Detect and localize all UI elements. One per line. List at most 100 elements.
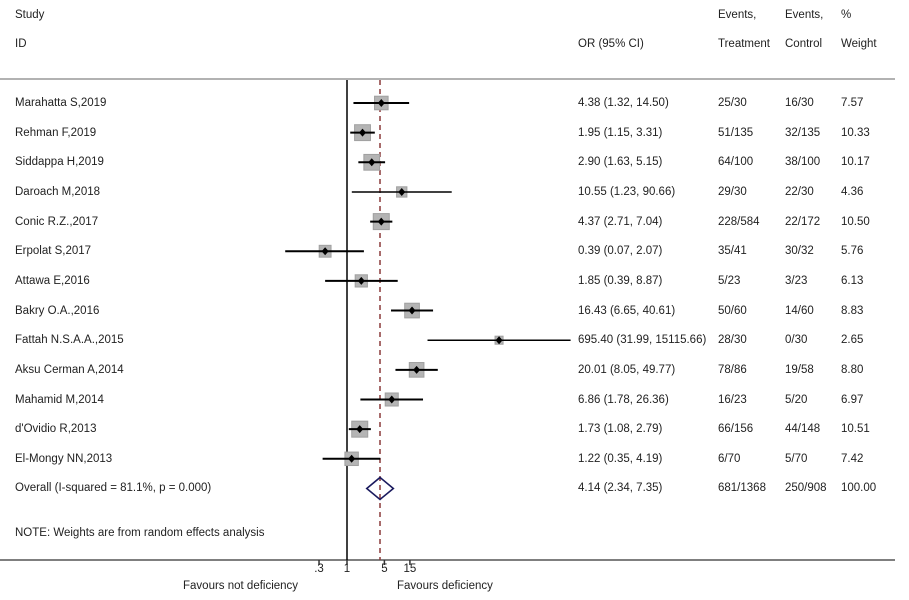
point-estimate	[408, 306, 416, 315]
study-events-control: 38/100	[785, 156, 821, 169]
header-study: Study	[15, 9, 45, 21]
point-estimate	[359, 128, 367, 137]
study-id: Conic R.Z.,2017	[15, 215, 99, 228]
study-id: Rehman F,2019	[15, 126, 97, 139]
study-id: Aksu Cerman A,2014	[15, 363, 124, 376]
study-id: d'Ovidio R,2013	[15, 423, 97, 436]
study-weight: 8.80	[841, 363, 864, 376]
point-estimate	[398, 187, 406, 196]
header-control-2: Control	[785, 38, 823, 50]
study-events-treatment: 6/70	[718, 452, 741, 465]
study-weight: 7.57	[841, 97, 864, 109]
study-weight: 10.17	[841, 156, 870, 169]
point-estimate	[413, 365, 421, 374]
point-estimate	[368, 158, 376, 167]
point-estimate	[348, 454, 356, 463]
study-or-ci: 1.85 (0.39, 8.87)	[578, 274, 663, 287]
study-id: Bakry O.A.,2016	[15, 304, 100, 317]
point-estimate	[377, 217, 385, 226]
study-events-treatment: 51/135	[718, 126, 754, 139]
study-events-control: 22/172	[785, 215, 821, 228]
study-events-treatment: 78/86	[718, 363, 747, 376]
note: NOTE: Weights are from random effects an…	[15, 527, 265, 539]
study-events-control: 32/135	[785, 126, 821, 139]
header-treatment-1: Events,	[718, 9, 757, 21]
label-favours-not-deficiency: Favours not deficiency	[183, 580, 299, 592]
label-favours-deficiency: Favours deficiency	[397, 580, 493, 592]
study-events-control: 5/70	[785, 452, 808, 465]
x-tick-label: 5	[381, 563, 388, 575]
x-tick-label: 15	[403, 563, 417, 575]
study-events-control: 19/58	[785, 363, 814, 376]
study-weight: 5.76	[841, 245, 864, 258]
overall-label: Overall (I-squared = 81.1%, p = 0.000)	[15, 482, 212, 495]
header-control-1: Events,	[785, 9, 824, 21]
study-events-control: 3/23	[785, 274, 808, 287]
study-weight: 8.83	[841, 304, 864, 317]
overall-or-ci: 4.14 (2.34, 7.35)	[578, 482, 663, 495]
study-events-control: 14/60	[785, 304, 814, 317]
study-id: Siddappa H,2019	[15, 156, 104, 169]
study-id: Mahamid M,2014	[15, 393, 104, 406]
study-or-ci: 0.39 (0.07, 2.07)	[578, 245, 663, 258]
study-or-ci: 695.40 (31.99, 15115.66)	[578, 334, 707, 347]
study-id: Fattah N.S.A.A.,2015	[15, 334, 124, 347]
study-weight: 6.13	[841, 274, 864, 287]
study-or-ci: 6.86 (1.78, 26.36)	[578, 393, 669, 406]
study-or-ci: 20.01 (8.05, 49.77)	[578, 363, 676, 376]
study-or-ci: 2.90 (1.63, 5.15)	[578, 156, 663, 169]
study-events-treatment: 5/23	[718, 274, 741, 287]
study-weight: 6.97	[841, 393, 864, 406]
study-events-treatment: 64/100	[718, 156, 754, 169]
x-tick-label: 1	[343, 563, 351, 575]
header-weight-1: %	[841, 9, 852, 21]
study-or-ci: 4.38 (1.32, 14.50)	[578, 97, 669, 109]
header-treatment-2: Treatment	[718, 38, 770, 50]
study-or-ci: 4.37 (2.71, 7.04)	[578, 215, 663, 228]
study-id: Erpolat S,2017	[15, 245, 92, 258]
study-or-ci: 1.73 (1.08, 2.79)	[578, 423, 663, 436]
study-weight: 10.51	[841, 423, 870, 436]
study-events-control: 5/20	[785, 393, 808, 406]
study-or-ci: 16.43 (6.65, 40.61)	[578, 304, 676, 317]
study-weight: 10.50	[841, 215, 870, 228]
study-events-treatment: 25/30	[718, 97, 747, 109]
study-or-ci: 10.55 (1.23, 90.66)	[578, 185, 676, 198]
study-or-ci: 1.22 (0.35, 4.19)	[578, 452, 663, 465]
study-events-treatment: 50/60	[718, 304, 747, 317]
overall-events-treatment: 681/1368	[718, 482, 766, 495]
study-id: Daroach M,2018	[15, 185, 101, 198]
study-weight: 7.42	[841, 452, 864, 465]
x-tick-label: .3	[314, 563, 324, 575]
study-events-treatment: 16/23	[718, 393, 747, 406]
point-estimate	[357, 276, 365, 285]
study-events-control: 0/30	[785, 334, 808, 347]
study-weight: 2.65	[841, 334, 864, 347]
overall-events-control: 250/908	[785, 482, 827, 495]
study-id: Attawa E,2016	[15, 274, 90, 287]
study-weight: 4.36	[841, 185, 864, 198]
study-events-control: 30/32	[785, 245, 814, 258]
study-events-control: 22/30	[785, 185, 814, 198]
overall-weight: 100.00	[841, 482, 877, 495]
header-or: OR (95% CI)	[578, 38, 644, 50]
point-estimate	[377, 99, 385, 107]
point-estimate	[388, 395, 396, 404]
study-or-ci: 1.95 (1.15, 3.31)	[578, 126, 663, 139]
study-events-treatment: 29/30	[718, 185, 747, 198]
header-id: ID	[15, 38, 27, 50]
study-id: El-Mongy NN,2013	[15, 452, 113, 465]
study-events-control: 16/30	[785, 97, 814, 109]
study-id: Marahatta S,2019	[15, 97, 107, 109]
point-estimate	[356, 425, 364, 434]
study-events-control: 44/148	[785, 423, 821, 436]
overall-diamond	[365, 476, 395, 501]
header-weight-2: Weight	[841, 38, 877, 50]
point-estimate	[321, 247, 329, 256]
study-events-treatment: 28/30	[718, 334, 747, 347]
study-events-treatment: 66/156	[718, 423, 754, 436]
study-events-treatment: 35/41	[718, 245, 747, 258]
point-estimate	[495, 336, 503, 345]
